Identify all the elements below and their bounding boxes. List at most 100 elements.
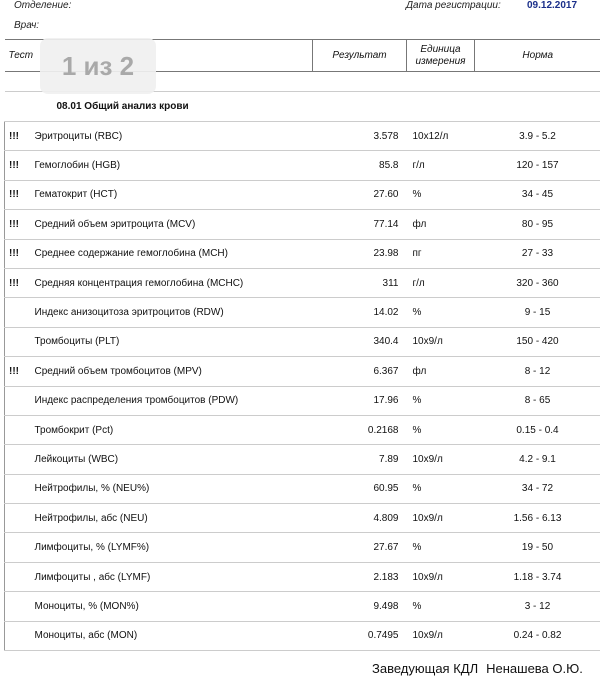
test-unit: % [406, 415, 475, 446]
abnormal-flag: !!! [4, 209, 27, 240]
test-norm: 8 - 65 [474, 386, 600, 416]
signature-title: Заведующая КДЛ [372, 661, 479, 676]
test-norm: 19 - 50 [474, 532, 600, 563]
table-row: Индекс анизоцитоза эритроцитов (RDW) 14.0… [4, 297, 600, 328]
test-norm: 34 - 72 [474, 474, 600, 505]
test-name: Моноциты, абс (MON) [26, 621, 313, 652]
test-unit: % [406, 297, 475, 328]
test-result: 27.67 [312, 532, 407, 563]
test-unit: % [406, 532, 475, 563]
abnormal-flag: !!! [4, 239, 27, 269]
test-name: Индекс распределения тромбоцитов (PDW) [26, 386, 313, 416]
table-row: !!! Среднее содержание гемоглобина (MCH) 2… [4, 239, 600, 269]
test-result: 3.578 [312, 121, 407, 152]
table-row: !!! Средняя концентрация гемоглобина (MCH… [4, 268, 600, 299]
test-name: Тромбоциты (PLT) [26, 327, 313, 358]
test-norm: 3 - 12 [474, 591, 600, 622]
test-result: 4.809 [312, 503, 407, 534]
table-row: !!! Гемоглобин (HGB) 85.8 г/л 120 - 157 [4, 150, 600, 181]
test-unit: фл [406, 209, 475, 240]
test-unit: 10x9/л [406, 621, 475, 652]
doctor-label: Врач: [14, 20, 40, 31]
test-unit: % [406, 386, 475, 416]
abnormal-flag: !!! [4, 150, 27, 181]
test-name: Лейкоциты (WBC) [26, 444, 313, 475]
column-header-unit-line2: измерения [415, 55, 466, 67]
test-name: Нейтрофилы, % (NEU%) [26, 474, 313, 505]
test-unit: % [406, 474, 475, 505]
department-label: Отделение: [14, 0, 72, 11]
test-result: 7.89 [312, 444, 407, 475]
test-result: 85.8 [312, 150, 407, 181]
table-row: Лимфоциты , абс (LYMF) 2.183 10x9/л 1.18 - … [4, 562, 600, 593]
column-header-result: Результат [312, 39, 407, 72]
table-row: Нейтрофилы, % (NEU%) 60.95% 34 - 72 [4, 474, 600, 505]
table-row: !!! Средний объем тромбоцитов (MPV) 6.367 ф… [4, 356, 600, 387]
table-row: Лейкоциты (WBC) 7.89 10x9/л 4.2 - 9.1 [4, 444, 600, 475]
test-unit: пг [406, 239, 475, 269]
table-row: Тромбокрит (Pct) 0.2168% 0.15 - 0.4 [4, 415, 600, 446]
test-result: 27.60 [312, 180, 407, 211]
registration-date-label: Дата регистрации: [406, 0, 501, 11]
test-unit: г/л [406, 150, 475, 181]
test-result: 6.367 [312, 356, 407, 387]
test-name: Средний объем эритроцита (MCV) [26, 209, 313, 240]
test-unit: г/л [406, 268, 475, 299]
test-unit: 10x9/л [406, 562, 475, 593]
test-norm: 27 - 33 [474, 239, 600, 269]
test-unit: 10x9/л [406, 444, 475, 475]
test-result: 340.4 [312, 327, 407, 358]
test-norm: 320 - 360 [474, 268, 600, 299]
results-table: Тест Результат Единица измерения Норма 0… [4, 39, 600, 652]
test-name: Индекс анизоцитоза эритроцитов (RDW) [26, 297, 313, 328]
test-norm: 4.2 - 9.1 [474, 444, 600, 475]
test-name: Гемоглобин (HGB) [26, 150, 313, 181]
test-norm: 150 - 420 [474, 327, 600, 358]
section-title: 08.01 Общий анализ крови [4, 91, 600, 122]
test-name: Гематокрит (HCT) [26, 180, 313, 211]
test-result: 23.98 [312, 239, 407, 269]
test-name: Моноциты, % (MON%) [26, 591, 313, 622]
table-row: Лимфоциты, % (LYMF%) 27.67% 19 - 50 [4, 532, 600, 563]
test-unit: % [406, 180, 475, 211]
test-name: Нейтрофилы, абс (NEU) [26, 503, 313, 534]
test-result: 0.7495 [312, 621, 407, 652]
signature: Заведующая КДЛ Ненашева О.Ю. [372, 661, 583, 676]
test-unit: 10x9/л [406, 327, 475, 358]
abnormal-flag: !!! [4, 121, 27, 152]
table-row: Нейтрофилы, абс (NEU) 4.809 10x9/л 1.56 - 6… [4, 503, 600, 534]
abnormal-flag [4, 297, 27, 328]
abnormal-flag [4, 327, 27, 358]
test-name: Средняя концентрация гемоглобина (MCHC) [26, 268, 313, 299]
test-name: Эритроциты (RBC) [26, 121, 313, 152]
test-unit: 10x12/л [406, 121, 475, 152]
test-norm: 80 - 95 [474, 209, 600, 240]
test-name: Среднее содержание гемоглобина (MCH) [26, 239, 313, 269]
test-name: Лимфоциты , абс (LYMF) [26, 562, 313, 593]
test-name: Средний объем тромбоцитов (MPV) [26, 356, 313, 387]
abnormal-flag [4, 444, 27, 475]
test-unit: % [406, 591, 475, 622]
test-norm: 3.9 - 5.2 [474, 121, 600, 152]
test-result: 77.14 [312, 209, 407, 240]
abnormal-flag [4, 474, 27, 505]
section-row: 08.01 Общий анализ крови [4, 91, 600, 122]
abnormal-flag: !!! [4, 268, 27, 299]
abnormal-flag [4, 562, 27, 593]
table-row: Тромбоциты (PLT) 340.4 10x9/л 150 - 420 [4, 327, 600, 358]
table-row: !!! Средний объем эритроцита (MCV) 77.14 фл… [4, 209, 600, 240]
table-row: Индекс распределения тромбоцитов (PDW) 17… [4, 386, 600, 416]
abnormal-flag [4, 532, 27, 563]
table-row: Моноциты, абс (MON) 0.7495 10x9/л 0.24 - 0.… [4, 621, 600, 652]
test-norm: 0.24 - 0.82 [474, 621, 600, 652]
test-result: 311 [312, 268, 407, 299]
test-norm: 0.15 - 0.4 [474, 415, 600, 446]
registration-date-value: 09.12.2017 [527, 0, 578, 11]
test-result: 17.96 [312, 386, 407, 416]
test-norm: 1.56 - 6.13 [474, 503, 600, 534]
abnormal-flag [4, 621, 27, 652]
column-header-norm: Норма [474, 39, 600, 72]
signature-name: Ненашева О.Ю. [486, 661, 583, 676]
test-name: Лимфоциты, % (LYMF%) [26, 532, 313, 563]
table-row: !!! Гематокрит (HCT) 27.60% 34 - 45 [4, 180, 600, 211]
